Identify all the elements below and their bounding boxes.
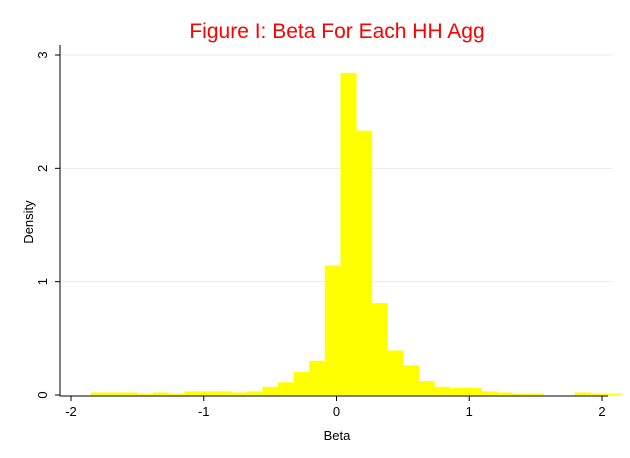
grid-lines [61, 54, 612, 283]
histogram-bar [121, 392, 138, 396]
histogram-bar [496, 392, 513, 396]
tick-labels: -2 -1 0 1 2 0 1 2 3 [35, 51, 606, 419]
histogram-bar [184, 391, 201, 396]
histogram-bar [324, 265, 341, 396]
histogram-bar [106, 392, 123, 396]
histogram-bar [340, 72, 357, 396]
x-axis-label: Beta [324, 428, 352, 443]
x-tick-label: 1 [466, 404, 473, 419]
histogram-bar [90, 392, 107, 396]
histogram-bars [90, 72, 622, 396]
x-tick-label: 0 [333, 404, 340, 419]
histogram-bar [199, 391, 217, 396]
y-tick-label: 3 [35, 51, 50, 58]
y-tick-label: 1 [35, 278, 50, 285]
axes [59, 45, 608, 397]
histogram-bar [387, 350, 404, 396]
histogram-bar [480, 391, 498, 396]
histogram-bar [512, 393, 529, 396]
histogram-bar [402, 365, 420, 396]
histogram-bar [246, 391, 263, 396]
y-tick-label: 0 [35, 391, 50, 398]
histogram-bar [168, 393, 185, 396]
x-tick-label: 2 [598, 404, 605, 419]
y-axis-label: Density [21, 200, 36, 244]
histogram-bar [231, 392, 248, 396]
histogram-bar [277, 382, 295, 396]
histogram-bar [605, 393, 622, 396]
histogram-bar [137, 393, 154, 396]
histogram-bar [418, 381, 435, 396]
histogram-bar [371, 302, 388, 396]
histogram-bar [465, 387, 482, 396]
histogram-bar [262, 386, 279, 396]
y-tick-label: 2 [35, 165, 50, 172]
histogram-bar [356, 130, 373, 396]
histogram-bar [153, 392, 170, 396]
histogram-bar [293, 372, 310, 396]
histogram-bar [527, 393, 544, 396]
x-tick-label: -2 [65, 404, 77, 419]
histogram-bar [590, 393, 607, 396]
histogram-bar [215, 391, 232, 396]
x-tick-label: -1 [198, 404, 210, 419]
histogram-bar [449, 387, 466, 396]
histogram-bar [434, 386, 451, 396]
chart-title: Figure I: Beta For Each HH Agg [189, 20, 484, 43]
histogram-bar [574, 392, 591, 396]
histogram-bar [309, 360, 326, 396]
